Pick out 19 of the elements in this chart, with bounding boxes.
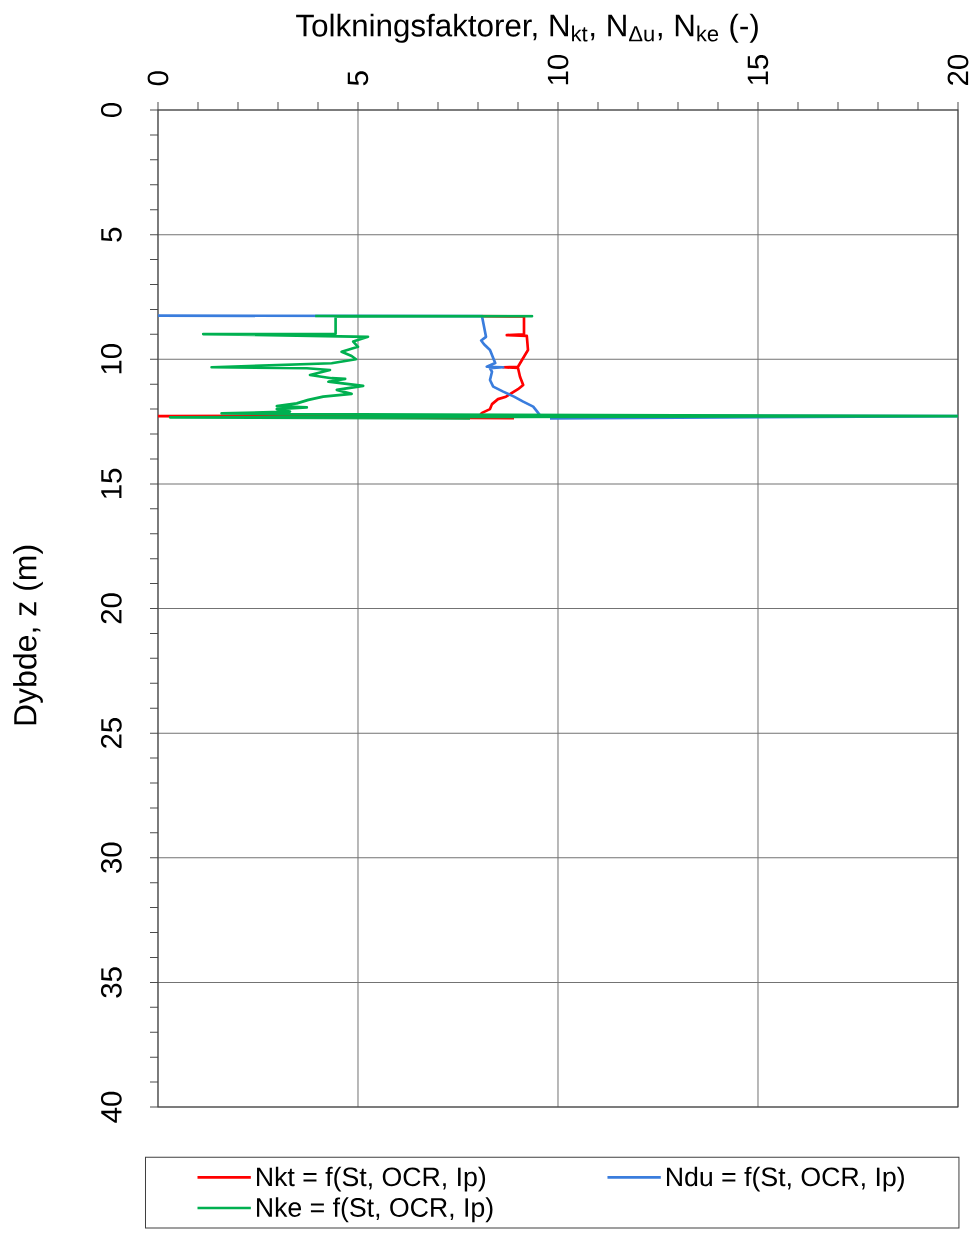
y-tick-label: 10 [100,344,122,374]
legend-label: Ndu = f(St, OCR, Ip) [667,1166,904,1192]
y-tick-label: 0 [100,103,122,118]
y-tick-label: 5 [101,227,122,242]
y-tick-label: 30 [100,842,122,873]
x-tick-label: 20 [947,54,969,85]
y-tick-label: 20 [100,593,122,624]
x-tick-label: 0 [147,71,169,86]
y-axis-title: Dybde, z (m) [13,545,43,725]
x-tick-label: 10 [547,54,569,85]
x-tick-label: 5 [347,71,369,86]
legend-label: Nkt = f(St, OCR, Ip) [257,1166,486,1192]
y-tick-label: 40 [100,1091,122,1123]
x-axis-title: Tolkningsfaktorer, N$_{kt}$, N$_{Δu}$, N$_{ke}$ (-) [296,13,758,43]
legend-label: Nke = f(St, OCR, Ip) [257,1197,493,1223]
x-tick-label: 15 [747,55,769,85]
y-tick-label: 35 [100,967,122,998]
y-tick-label: 25 [100,718,122,748]
y-tick-label: 15 [101,468,122,498]
